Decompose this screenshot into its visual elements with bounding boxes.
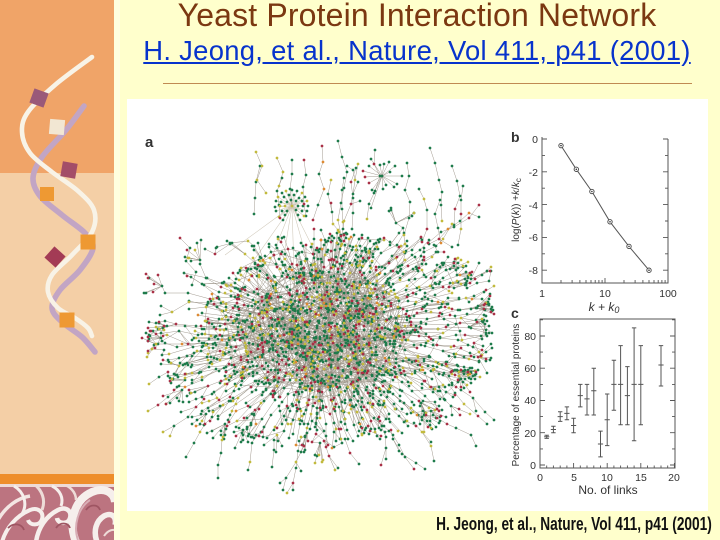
svg-text:5: 5 bbox=[571, 472, 577, 484]
svg-text:a: a bbox=[145, 134, 154, 151]
svg-text:80: 80 bbox=[524, 331, 536, 343]
svg-text:20: 20 bbox=[668, 472, 680, 484]
svg-text:10: 10 bbox=[601, 472, 613, 484]
svg-text:1: 1 bbox=[539, 288, 545, 300]
svg-text:-4: -4 bbox=[529, 200, 538, 212]
svg-text:10: 10 bbox=[599, 288, 611, 300]
svg-text:40: 40 bbox=[524, 395, 536, 407]
svg-text:k + k0: k + k0 bbox=[589, 300, 620, 315]
svg-text:-6: -6 bbox=[529, 232, 538, 244]
svg-text:No. of links: No. of links bbox=[578, 483, 637, 497]
svg-text:c: c bbox=[511, 305, 519, 321]
svg-text:Percentage of essential protei: Percentage of essential proteins bbox=[511, 324, 522, 467]
svg-text:100: 100 bbox=[659, 288, 677, 300]
svg-text:b: b bbox=[511, 129, 520, 145]
svg-text:-2: -2 bbox=[529, 167, 538, 179]
svg-text:0: 0 bbox=[532, 134, 538, 146]
svg-text:-8: -8 bbox=[529, 265, 538, 277]
svg-text:log(P(k)) +k/kc: log(P(k)) +k/kc bbox=[511, 178, 523, 242]
svg-text:0: 0 bbox=[530, 460, 536, 472]
svg-text:20: 20 bbox=[524, 428, 536, 440]
svg-text:60: 60 bbox=[524, 363, 536, 375]
svg-text:0: 0 bbox=[537, 472, 543, 484]
svg-text:15: 15 bbox=[635, 472, 647, 484]
